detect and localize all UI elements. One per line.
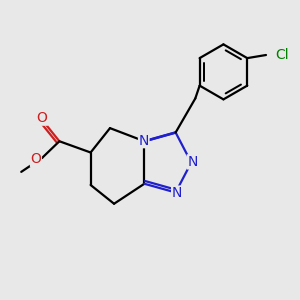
Text: N: N [187,155,198,169]
Text: O: O [37,111,48,125]
Text: O: O [31,152,41,167]
Text: N: N [139,134,149,148]
Text: N: N [172,186,182,200]
Text: Cl: Cl [275,48,288,62]
